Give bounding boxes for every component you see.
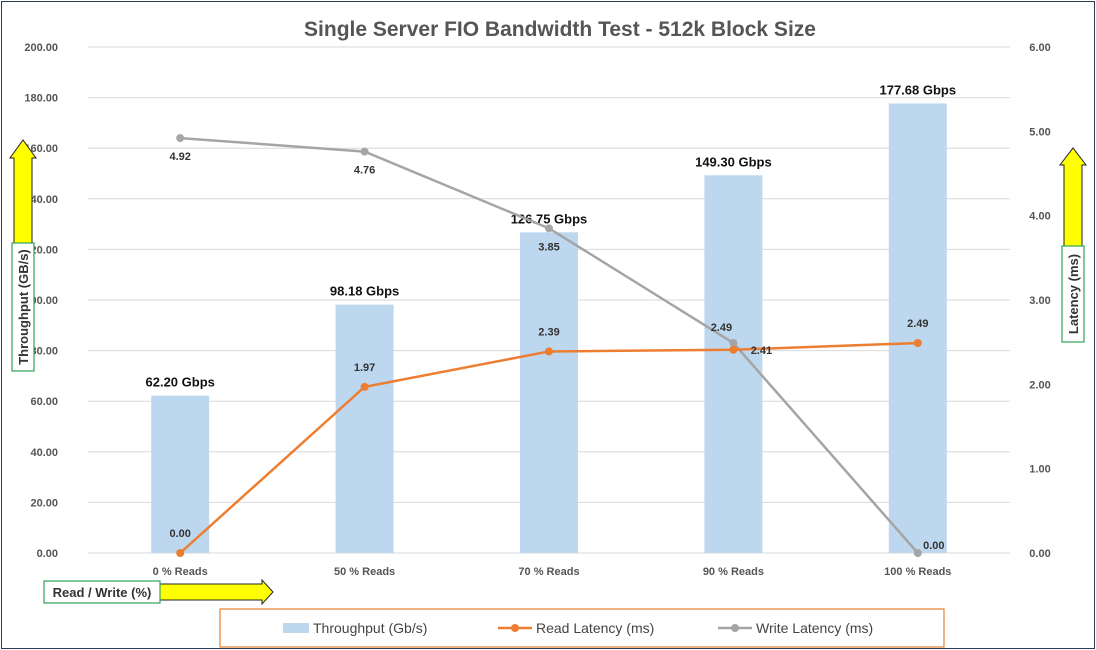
point-write	[360, 147, 369, 156]
bar-throughput	[151, 395, 210, 553]
point-data-label: 3.85	[538, 241, 559, 253]
bar-data-label: 98.18 Gbps	[330, 284, 399, 299]
y-tick-label: 80.00	[30, 346, 58, 358]
point-write	[913, 549, 922, 557]
point-read	[176, 549, 185, 557]
point-data-label: 2.39	[538, 326, 559, 338]
point-write	[545, 224, 553, 233]
y2-axis-label-box	[1061, 245, 1085, 343]
legend-marker-read	[511, 624, 519, 632]
legend-label-throughput: Throughput (Gb/s)	[313, 620, 427, 636]
y2-tick-label: 1.00	[1029, 464, 1050, 476]
x-tick-label: 100 % Reads	[884, 566, 951, 578]
y2-tick-label: 5.00	[1029, 126, 1050, 138]
point-read	[913, 339, 922, 348]
y-tick-label: 160.00	[24, 143, 58, 155]
y2-tick-label: 2.00	[1029, 379, 1050, 391]
legend-marker-write	[731, 624, 739, 632]
legend	[219, 608, 945, 648]
y2-tick-label: 3.00	[1029, 295, 1050, 307]
point-data-label: 2.49	[907, 318, 928, 330]
point-data-label: 4.92	[169, 151, 190, 163]
y-tick-label: 60.00	[30, 396, 58, 408]
y-tick-label: 200.00	[24, 42, 58, 54]
y-tick-label: 140.00	[24, 194, 58, 206]
y-tick-label: 40.00	[30, 447, 58, 459]
up-arrow-icon	[9, 139, 37, 246]
x-axis-label-box	[43, 580, 161, 604]
point-write	[729, 339, 738, 348]
y-tick-label: 180.00	[24, 93, 58, 105]
point-data-label: 2.49	[711, 322, 732, 334]
bar-throughput	[520, 232, 578, 553]
y-axis-label-box	[11, 242, 35, 372]
bar-throughput	[335, 304, 394, 553]
bar-data-label: 62.20 Gbps	[146, 375, 215, 390]
up-arrow-icon	[1058, 147, 1088, 247]
x-axis-label: Read / Write (%)	[53, 585, 152, 600]
point-data-label: 0.00	[923, 540, 944, 552]
bar-throughput	[704, 175, 763, 553]
point-data-label: 2.41	[751, 345, 772, 357]
y2-tick-label: 0.00	[1029, 548, 1050, 560]
point-read	[360, 382, 369, 391]
y2-tick-label: 6.00	[1029, 42, 1050, 54]
x-tick-label: 70 % Reads	[518, 566, 579, 578]
point-data-label: 4.76	[354, 165, 375, 177]
bar-data-label: 149.30 Gbps	[695, 154, 772, 169]
point-read	[545, 347, 553, 356]
point-data-label: 1.97	[354, 362, 375, 374]
bar-data-label: 177.68 Gbps	[879, 82, 956, 97]
bar-data-label: 126.75 Gbps	[511, 211, 588, 226]
legend-swatch-throughput	[283, 623, 309, 633]
legend-label-write: Write Latency (ms)	[756, 620, 873, 636]
x-tick-label: 90 % Reads	[703, 566, 764, 578]
point-read	[729, 345, 738, 354]
y-tick-label: 20.00	[30, 497, 58, 509]
y-tick-label: 0.00	[37, 548, 58, 560]
y-axis-label: Throughput (GB/s)	[16, 249, 31, 365]
bar-throughput	[888, 103, 947, 553]
point-data-label: 0.00	[169, 528, 190, 540]
right-arrow-icon	[157, 578, 274, 606]
point-write	[176, 134, 185, 143]
legend-label-read: Read Latency (ms)	[536, 620, 654, 636]
y2-axis-label: Latency (ms)	[1066, 254, 1081, 334]
y2-tick-label: 4.00	[1029, 211, 1050, 223]
x-tick-label: 0 % Reads	[153, 566, 208, 578]
chart-title: Single Server FIO Bandwidth Test - 512k …	[304, 18, 816, 41]
x-tick-label: 50 % Reads	[334, 566, 395, 578]
